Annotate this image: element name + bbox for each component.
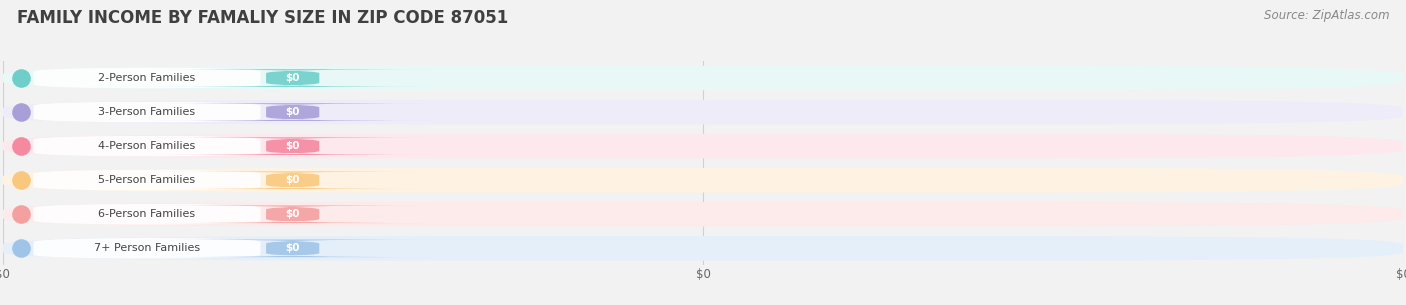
FancyBboxPatch shape bbox=[34, 102, 260, 123]
FancyBboxPatch shape bbox=[3, 134, 1403, 158]
Text: 5-Person Families: 5-Person Families bbox=[98, 175, 195, 185]
FancyBboxPatch shape bbox=[3, 168, 1403, 192]
FancyBboxPatch shape bbox=[3, 202, 1403, 227]
FancyBboxPatch shape bbox=[152, 205, 434, 223]
Text: $0: $0 bbox=[285, 107, 299, 117]
Text: 3-Person Families: 3-Person Families bbox=[98, 107, 195, 117]
Text: $0: $0 bbox=[285, 209, 299, 219]
FancyBboxPatch shape bbox=[3, 236, 1403, 260]
Point bbox=[10, 212, 32, 217]
FancyBboxPatch shape bbox=[34, 170, 260, 191]
FancyBboxPatch shape bbox=[152, 171, 434, 189]
FancyBboxPatch shape bbox=[152, 69, 434, 87]
Text: $0: $0 bbox=[285, 73, 299, 83]
Point bbox=[10, 110, 32, 115]
Text: Source: ZipAtlas.com: Source: ZipAtlas.com bbox=[1264, 9, 1389, 22]
FancyBboxPatch shape bbox=[34, 136, 260, 157]
FancyBboxPatch shape bbox=[3, 66, 1403, 90]
FancyBboxPatch shape bbox=[3, 100, 1403, 124]
Text: 2-Person Families: 2-Person Families bbox=[98, 73, 195, 83]
Text: $0: $0 bbox=[285, 243, 299, 253]
Text: 7+ Person Families: 7+ Person Families bbox=[94, 243, 200, 253]
FancyBboxPatch shape bbox=[152, 137, 434, 155]
FancyBboxPatch shape bbox=[34, 204, 260, 225]
FancyBboxPatch shape bbox=[34, 238, 260, 259]
Point bbox=[10, 144, 32, 149]
Text: 6-Person Families: 6-Person Families bbox=[98, 209, 195, 219]
Text: FAMILY INCOME BY FAMALIY SIZE IN ZIP CODE 87051: FAMILY INCOME BY FAMALIY SIZE IN ZIP COD… bbox=[17, 9, 508, 27]
Text: $0: $0 bbox=[285, 175, 299, 185]
Point bbox=[10, 178, 32, 183]
Text: 4-Person Families: 4-Person Families bbox=[98, 141, 195, 151]
FancyBboxPatch shape bbox=[152, 239, 434, 257]
Point bbox=[10, 246, 32, 251]
FancyBboxPatch shape bbox=[152, 103, 434, 121]
Point bbox=[10, 76, 32, 81]
FancyBboxPatch shape bbox=[34, 67, 260, 88]
Text: $0: $0 bbox=[285, 141, 299, 151]
